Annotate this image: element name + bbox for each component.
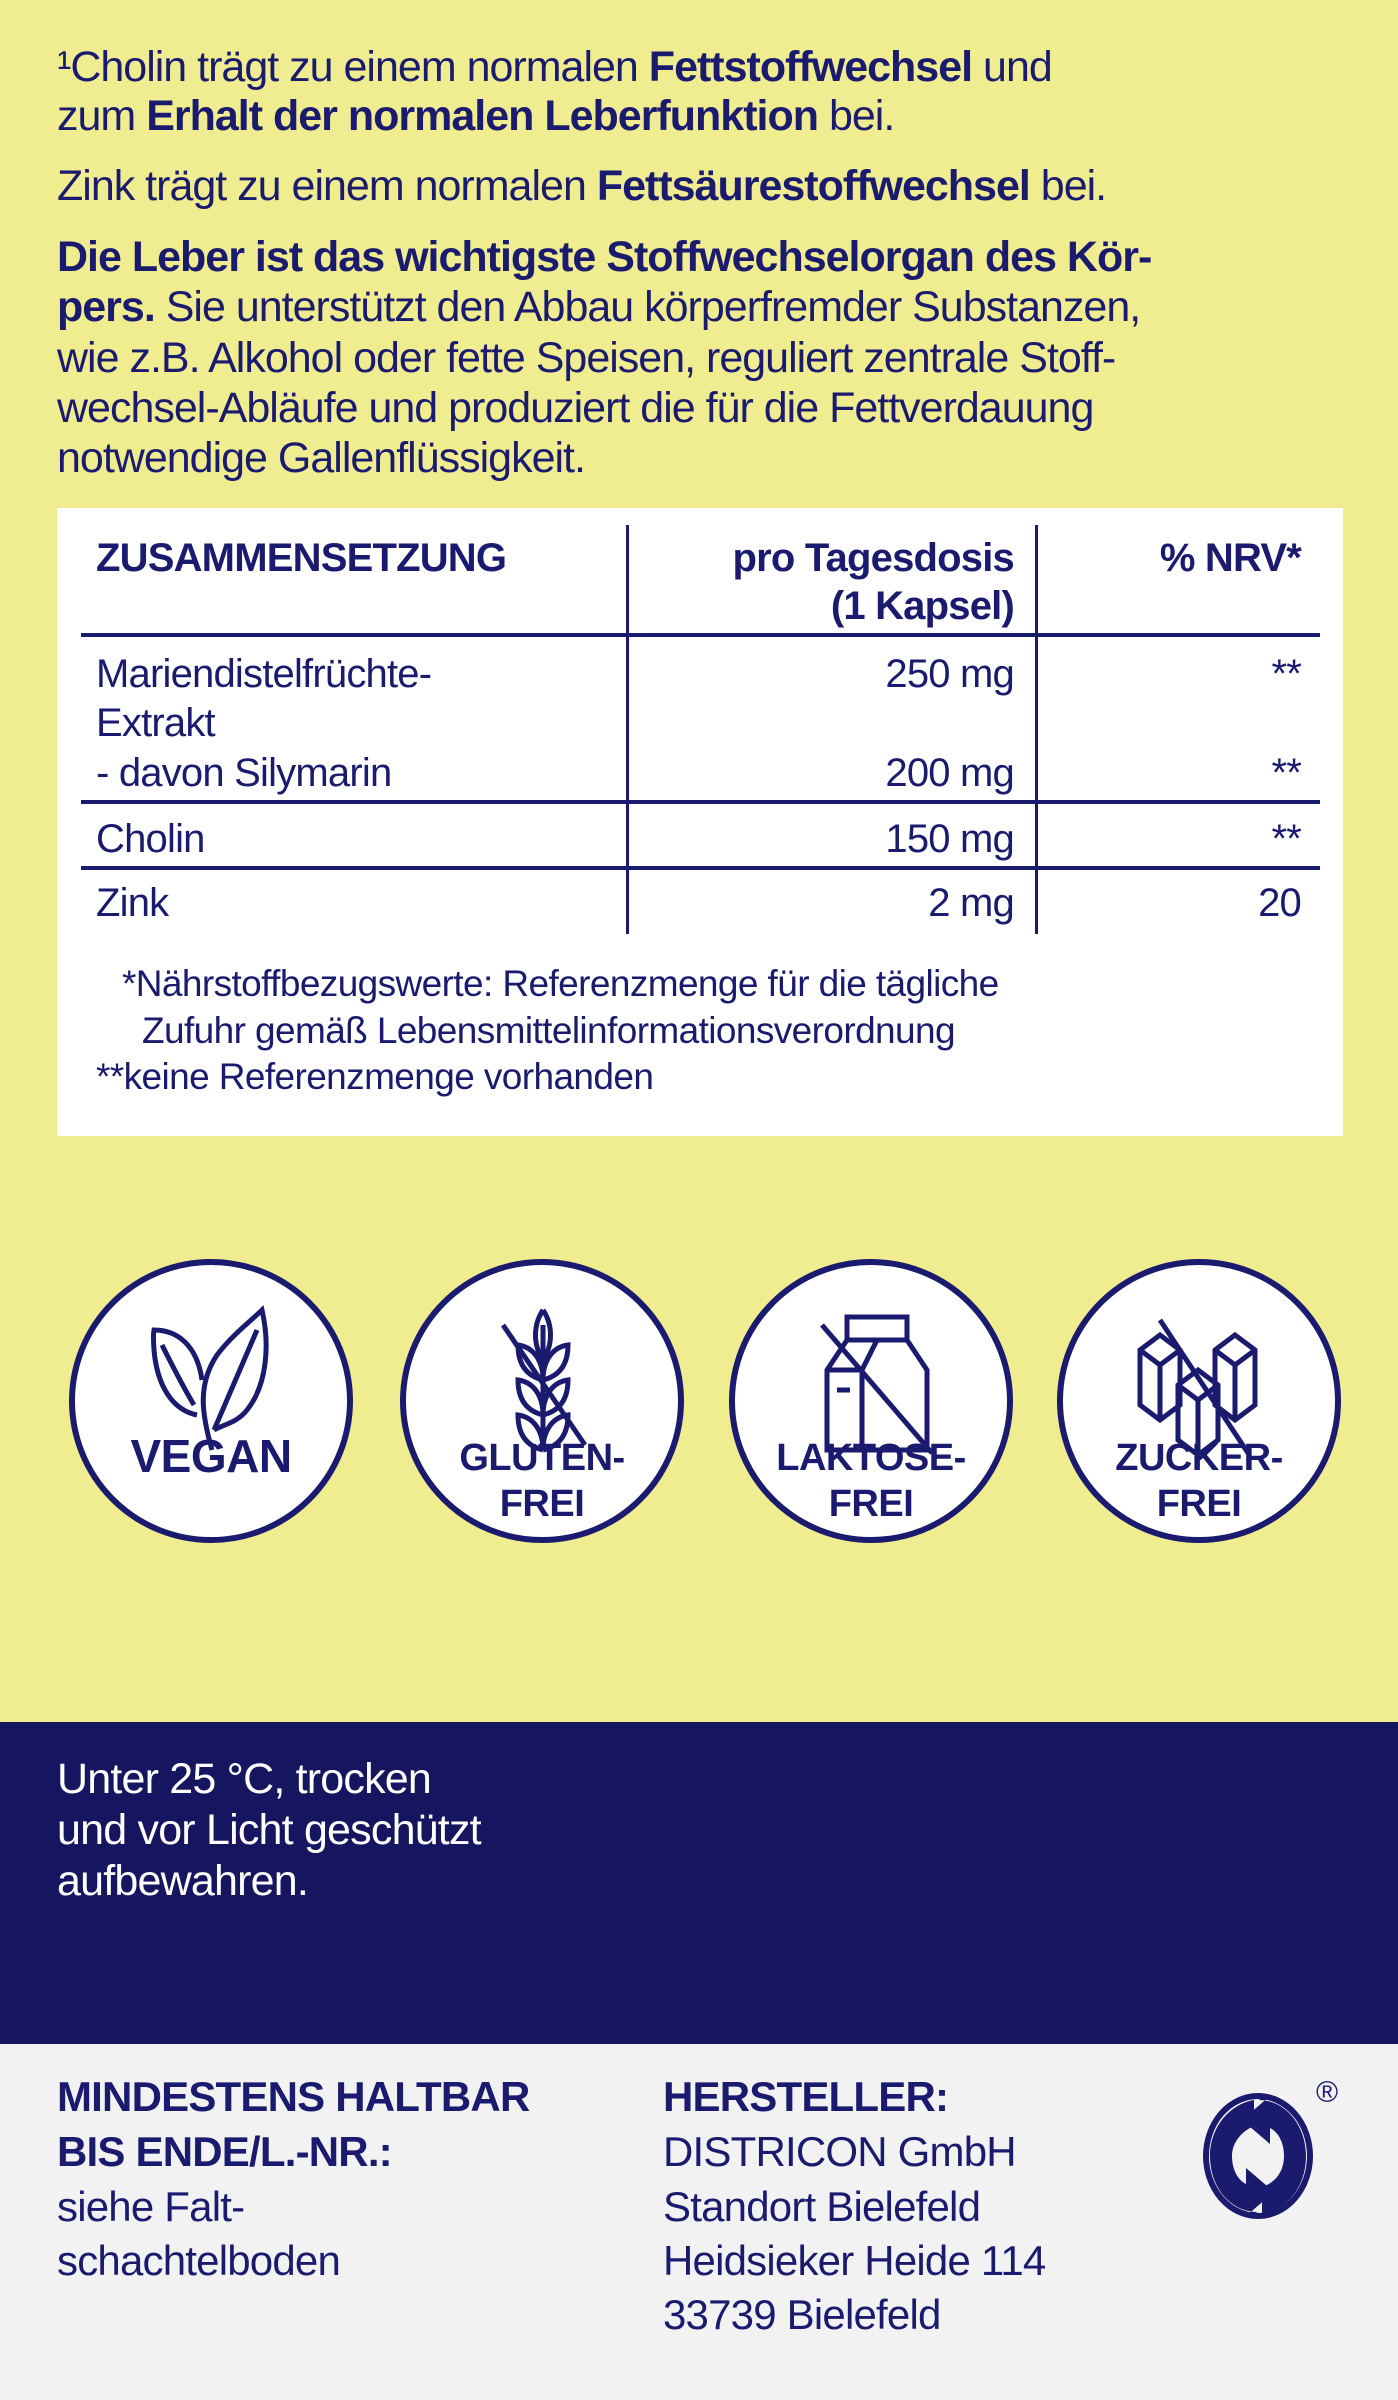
green-dot-recycling-icon [1203,2093,1313,2219]
row-amount: 150 mg [885,817,1014,861]
row-name: Cholin [96,817,205,861]
badge-label: GLUTEN- [459,1437,625,1479]
sugar-cubes-crossed-icon [1137,1318,1258,1455]
divider [81,800,1320,804]
bold-text: Fettstoffwechsel [648,43,973,91]
best-before-value: siehe Falt- [57,2183,245,2230]
manufacturer-line: DISTRICON GmbH [663,2128,1017,2175]
intro-line: ¹Cholin trägt zu einem normalen Fettstof… [57,42,1053,92]
text: bei. [1029,162,1107,210]
wheat-crossed-icon [500,1308,588,1453]
row-name: - davon Silymarin [96,751,392,795]
row-amount: 250 mg [885,652,1014,696]
header-daily-dose: pro Tagesdosis [732,536,1015,580]
footer: MINDESTENS HALTBAR BIS ENDE/L.-NR.: sieh… [0,2044,1398,2400]
leaf-icon [151,1305,269,1451]
header-nrv: % NRV* [1159,536,1302,580]
milk-carton-crossed-icon [820,1314,934,1455]
badge-label: FREI [1156,1483,1242,1525]
footnote: **keine Referenzmenge vorhanden [96,1056,654,1097]
manufacturer-line: 33739 Bielefeld [663,2291,941,2338]
badge-vegan: VEGAN [69,1259,353,1543]
best-before-label: MINDESTENS HALTBAR [57,2073,530,2120]
manufacturer-line: Heidsieker Heide 114 [663,2237,1046,2284]
badge-label: FREI [828,1483,914,1525]
liver-line: Die Leber ist das wichtigste Stoffwechse… [57,233,1152,281]
badge-lactose-free: LAKTOSE- FREI [729,1259,1013,1543]
row-nrv: ** [1271,817,1301,861]
best-before-label: BIS ENDE/L.-NR.: [57,2128,393,2175]
text: Zink trägt zu einem normalen [57,162,597,210]
row-amount: 200 mg [885,751,1014,795]
badge-label: LAKTOSE- [776,1437,966,1479]
row-amount: 2 mg [928,881,1015,925]
badge-label: ZUCKER- [1115,1437,1283,1479]
row-nrv: ** [1271,751,1301,795]
best-before-value: schachtelboden [57,2237,341,2284]
liver-line: pers. Sie unterstützt den Abbau körperfr… [57,282,1141,332]
storage-line: und vor Licht geschützt [57,1806,482,1854]
row-name: Extrakt [96,701,216,745]
text: ¹Cholin trägt zu einem normalen [57,43,649,91]
badge-sugar-free: ZUCKER- FREI [1057,1259,1341,1543]
divider [1035,525,1038,934]
row-name: Zink [96,881,169,925]
storage-band: Unter 25 °C, trocken und vor Licht gesch… [0,1722,1398,2044]
header-composition: ZUSAMMENSETZUNG [96,536,507,580]
row-nrv: ** [1271,652,1301,696]
liver-line: notwendige Gallenflüssigkeit. [57,434,586,482]
text: zum [57,92,147,140]
bold-text: pers. [57,283,156,331]
manufacturer-label: HERSTELLER: [663,2073,949,2120]
registered-mark: ® [1316,2076,1339,2109]
divider [81,633,1320,637]
intro-line: zum Erhalt der normalen Leberfunktion be… [57,91,895,141]
divider [626,525,629,934]
header-daily-dose-unit: (1 Kapsel) [830,584,1015,628]
zinc-line: Zink trägt zu einem normalen Fettsäurest… [57,161,1107,211]
text: Sie unterstützt den Abbau körperfremder … [154,283,1141,331]
storage-line: Unter 25 °C, trocken [57,1755,432,1803]
row-nrv: 20 [1258,881,1302,925]
divider [81,866,1320,870]
badge-gluten-free: GLUTEN- FREI [400,1259,684,1543]
bold-text: Fettsäurestoffwechsel [596,162,1031,210]
footnote: Zufuhr gemäß Lebensmittelinformationsver… [142,1010,956,1051]
storage-line: aufbewahren. [57,1857,309,1905]
manufacturer-line: Standort Bielefeld [663,2183,981,2230]
badge-label: FREI [499,1483,585,1525]
text: bei. [818,92,895,140]
text: und [972,43,1053,91]
footnote: *Nährstoffbezugswerte: Referenzmenge für… [122,963,999,1004]
composition-table: ZUSAMMENSETZUNG pro Tagesdosis (1 Kapsel… [57,508,1343,1136]
liver-line: wie z.B. Alkohol oder fette Speisen, reg… [57,334,1116,382]
badge-label: VEGAN [130,1430,292,1482]
bold-text: Erhalt der normalen Leberfunktion [146,92,819,140]
liver-line: wechsel-Abläufe und produziert die für d… [57,384,1094,432]
row-name: Mariendistelfrüchte- [96,652,432,696]
